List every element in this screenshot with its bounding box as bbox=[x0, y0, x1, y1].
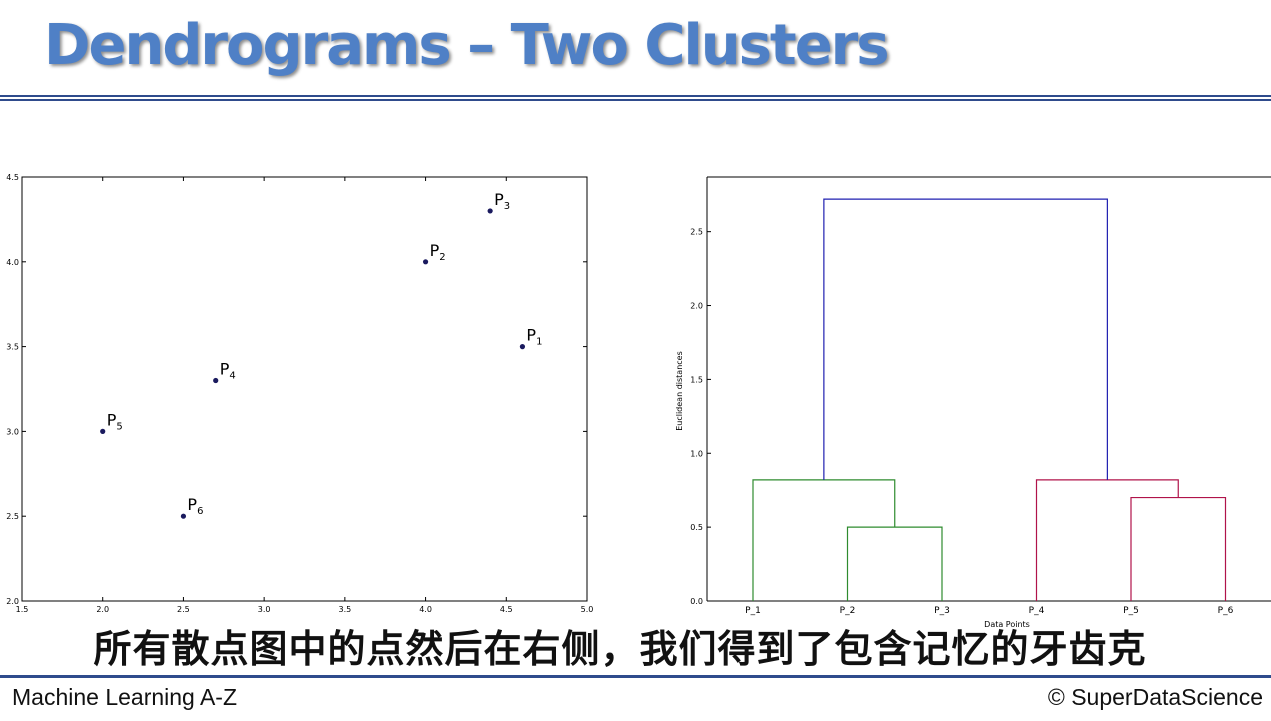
dendrogram-link bbox=[752, 479, 896, 601]
leaf-label: P_1 bbox=[745, 606, 761, 616]
scatter-point bbox=[519, 344, 526, 350]
y-tick-label: 0.0 bbox=[690, 597, 703, 606]
dendrogram-link bbox=[846, 526, 943, 601]
y-tick-label: 3.5 bbox=[6, 343, 19, 352]
y-tick-label: 3.0 bbox=[6, 427, 19, 436]
y-axis-label: Euclidean distances bbox=[675, 351, 684, 431]
y-tick-label: 1.5 bbox=[690, 375, 703, 384]
scatter-point bbox=[100, 428, 106, 434]
dendrogram-link bbox=[1130, 496, 1227, 601]
point-label-letter: P bbox=[430, 241, 440, 260]
footer-copyright: © SuperDataScience bbox=[1047, 684, 1263, 710]
point-label: P3 bbox=[494, 190, 510, 212]
point-label-subscript: 5 bbox=[116, 421, 122, 432]
scatter-point bbox=[213, 377, 219, 384]
scatter-point bbox=[487, 208, 493, 214]
scatter-point bbox=[422, 259, 429, 265]
x-tick-label: 4.0 bbox=[419, 605, 432, 614]
y-tick-label: 2.5 bbox=[690, 228, 703, 237]
y-tick-label: 4.0 bbox=[6, 258, 19, 267]
dendrogram-link bbox=[823, 198, 1108, 480]
point-label: P4 bbox=[220, 360, 236, 382]
point-label-letter: P bbox=[187, 495, 197, 514]
dendrogram-chart: 0.0 0.5 1.0 1.5 2.0 2.5 P_1 P_2 P_3 P_4 P_5 P_6 Data… bbox=[675, 176, 1271, 629]
point-label-subscript: 4 bbox=[229, 371, 235, 382]
point-label-subscript: 3 bbox=[504, 201, 510, 212]
x-axis-label: Data Points bbox=[984, 620, 1030, 629]
y-tick-label: 2.0 bbox=[6, 597, 19, 606]
point-label-subscript: 6 bbox=[197, 506, 203, 517]
footer-course-name: Machine Learning A-Z bbox=[12, 684, 238, 710]
leaf-label: P_4 bbox=[1029, 606, 1045, 616]
x-tick-label: 1.5 bbox=[16, 605, 29, 614]
y-tick-label: 2.0 bbox=[690, 302, 703, 311]
point-label-letter: P bbox=[526, 326, 536, 345]
scatter-chart: 1.5 2.0 2.5 3.0 3.5 4.0 4.5 5.02.02.53.03.54.04… bbox=[6, 173, 594, 614]
point-label: P6 bbox=[187, 495, 203, 517]
x-tick-label: 3.0 bbox=[258, 605, 271, 614]
leaf-label: P_6 bbox=[1218, 606, 1234, 616]
title-divider-top bbox=[0, 95, 1271, 97]
y-tick-label: 2.5 bbox=[6, 512, 19, 521]
y-tick-label: 0.5 bbox=[690, 523, 703, 532]
point-label: P5 bbox=[107, 410, 123, 432]
y-tick-label: 1.0 bbox=[690, 449, 703, 458]
point-label-subscript: 1 bbox=[536, 337, 542, 348]
x-tick-label: 2.0 bbox=[96, 605, 109, 614]
title-divider-bottom bbox=[0, 99, 1271, 101]
x-tick-label: 2.5 bbox=[177, 605, 190, 614]
subtitle-caption: 所有散点图中的点然后在右侧，我们得到了包含记忆的牙齿克 bbox=[93, 627, 1147, 671]
x-tick-label: 4.5 bbox=[500, 605, 513, 614]
leaf-label: P_5 bbox=[1123, 606, 1139, 616]
footer-divider bbox=[0, 675, 1271, 678]
leaf-label: P_3 bbox=[934, 606, 950, 616]
x-tick-label: 3.5 bbox=[338, 605, 351, 614]
scatter-plot-frame bbox=[21, 176, 588, 602]
point-label-letter: P bbox=[107, 410, 117, 429]
point-label: P2 bbox=[430, 241, 446, 263]
point-label: P1 bbox=[526, 326, 542, 348]
point-label-subscript: 2 bbox=[439, 252, 445, 263]
point-label-letter: P bbox=[220, 360, 230, 379]
leaf-label: P_2 bbox=[840, 606, 856, 616]
x-tick-label: 5.0 bbox=[581, 605, 594, 614]
slide-title: Dendrograms – Two Clusters bbox=[44, 13, 890, 78]
y-tick-label: 4.5 bbox=[6, 173, 19, 182]
point-label-letter: P bbox=[494, 190, 504, 209]
scatter-point bbox=[180, 513, 187, 519]
